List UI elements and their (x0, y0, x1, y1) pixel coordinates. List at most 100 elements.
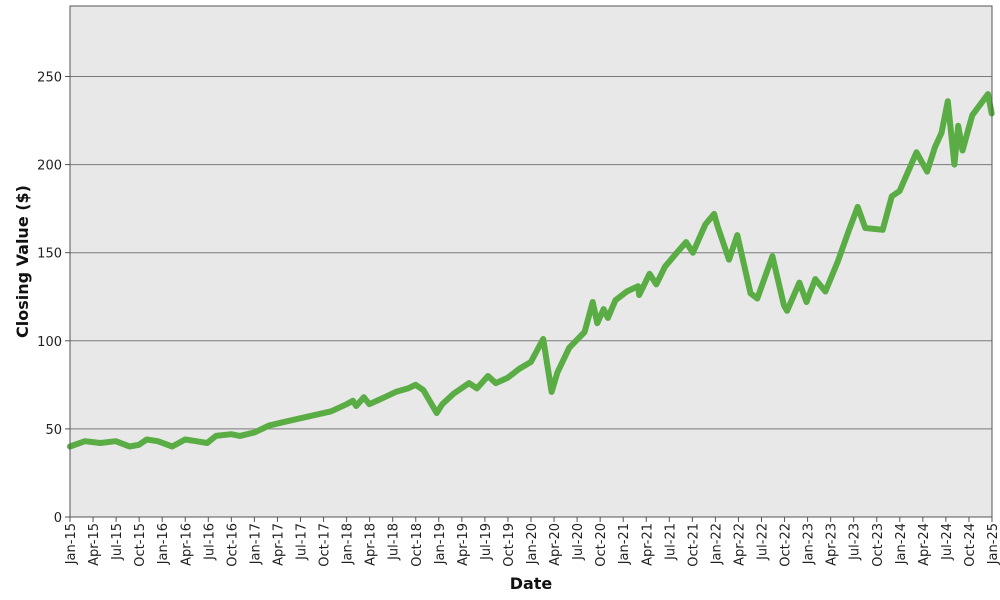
data-point (113, 438, 119, 444)
data-point (796, 280, 802, 286)
data-point (781, 303, 787, 309)
data-point (213, 433, 219, 439)
x-tick-label: Jul-20 (571, 523, 586, 561)
y-tick-label: 100 (37, 335, 62, 350)
data-point (636, 292, 642, 298)
y-tick-label: 50 (45, 423, 62, 438)
y-axis-ticks: 0 50 100 150 200 250 (37, 70, 70, 526)
data-point (413, 382, 418, 388)
data-point (702, 222, 708, 227)
x-tick-label: Jul-21 (663, 523, 678, 561)
x-tick-label: Jul-23 (848, 523, 863, 561)
data-point (985, 91, 991, 97)
x-tick-label: Apr-20 (548, 523, 563, 566)
data-point (945, 98, 951, 104)
data-point (439, 401, 445, 407)
x-tick-label: Oct-24 (963, 523, 978, 567)
data-point (328, 408, 334, 414)
data-point (939, 130, 944, 136)
data-point (493, 380, 499, 386)
data-point (674, 250, 680, 256)
x-tick-label: Apr-15 (87, 523, 102, 566)
data-point (624, 289, 630, 294)
data-point (136, 442, 142, 448)
x-tick-label: Apr-16 (179, 523, 194, 566)
data-point (313, 412, 319, 418)
data-point (540, 336, 546, 342)
x-axis-ticks: Jan-15 Apr-15 Jul-15 Oct-15 Jan-16 Apr-16 Jul-… (64, 517, 1000, 567)
x-tick-label: Jul-22 (756, 523, 771, 561)
x-tick-label: Jan-22 (709, 523, 724, 565)
data-point (97, 440, 103, 446)
x-tick-label: Apr-19 (456, 523, 471, 566)
data-point (969, 112, 975, 118)
x-tick-label: Jul-24 (940, 523, 955, 561)
data-point (932, 144, 938, 150)
x-tick-label: Jan-25 (986, 523, 1000, 565)
y-axis-title: Closing Value ($) (13, 185, 32, 338)
y-tick-label: 250 (37, 70, 62, 85)
data-point (193, 438, 199, 444)
data-point (516, 366, 522, 372)
x-tick-label: Oct-15 (133, 523, 148, 567)
data-point (855, 204, 861, 210)
data-point (127, 444, 133, 449)
data-point (647, 271, 652, 277)
data-point (594, 320, 600, 326)
data-point (474, 385, 480, 391)
y-tick-label: 150 (37, 247, 62, 262)
data-point (754, 296, 760, 301)
data-point (601, 306, 607, 312)
data-point (353, 403, 359, 409)
x-tick-label: Jul-19 (479, 523, 494, 561)
x-tick-label: Jul-18 (387, 523, 402, 561)
x-tick-label: Oct-23 (871, 523, 886, 567)
data-point (835, 259, 841, 264)
y-tick-label: 200 (37, 159, 62, 174)
data-point (405, 385, 411, 391)
x-tick-label: Jan-24 (894, 523, 909, 565)
x-tick-label: Jan-21 (617, 523, 632, 565)
data-point (204, 440, 210, 446)
data-point (361, 394, 367, 400)
data-point (434, 410, 440, 416)
data-point (715, 223, 721, 229)
data-point (960, 148, 965, 153)
x-tick-label: Oct-16 (225, 523, 240, 567)
x-tick-label: Jul-17 (295, 523, 310, 561)
data-point (951, 162, 957, 168)
data-point (297, 415, 303, 421)
data-point (82, 438, 88, 444)
data-point (734, 232, 740, 238)
x-tick-label: Jan-18 (341, 523, 356, 565)
x-tick-label: Apr-23 (825, 523, 840, 566)
x-tick-label: Apr-24 (917, 523, 932, 566)
x-tick-label: Oct-22 (779, 523, 794, 567)
data-point (155, 438, 161, 444)
data-point (711, 211, 717, 217)
data-point (144, 437, 150, 442)
data-point (282, 419, 288, 425)
data-point (582, 329, 588, 335)
data-point (897, 188, 903, 194)
data-point (344, 401, 350, 407)
x-tick-label: Apr-21 (640, 523, 655, 566)
data-point (924, 169, 930, 175)
data-point (566, 345, 572, 351)
data-point (350, 398, 356, 404)
series-layer (67, 91, 995, 450)
data-point (549, 389, 555, 395)
data-point (252, 429, 257, 435)
x-tick-label: Apr-18 (364, 523, 379, 566)
data-point (528, 359, 534, 365)
x-tick-label: Jul-15 (110, 523, 125, 561)
data-point (228, 431, 234, 437)
data-point (605, 315, 611, 321)
x-tick-label: Apr-22 (732, 523, 747, 566)
data-point (662, 264, 668, 270)
data-point (451, 391, 457, 397)
data-point (889, 193, 895, 199)
data-point (977, 102, 983, 108)
x-tick-label: Jan-16 (156, 523, 171, 565)
